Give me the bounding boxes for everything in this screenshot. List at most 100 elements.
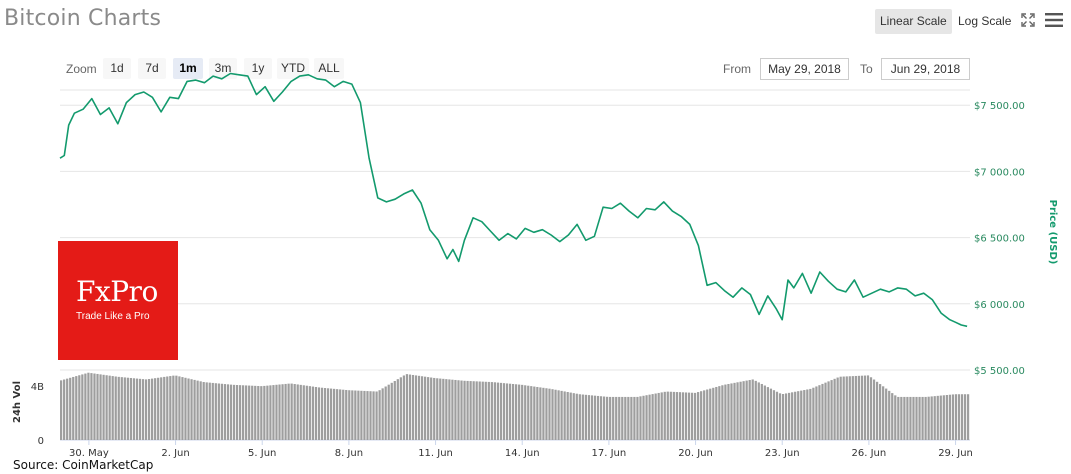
volume-bar xyxy=(654,393,657,440)
volume-bar xyxy=(384,386,387,440)
page-title: Bitcoin Charts xyxy=(4,6,162,31)
from-date-input[interactable]: May 29, 2018 xyxy=(760,58,849,80)
volume-bar xyxy=(135,378,139,440)
volume-bar xyxy=(211,382,214,440)
volume-bar xyxy=(411,374,415,440)
volume-bar xyxy=(196,380,199,440)
volume-bar xyxy=(360,390,363,440)
volume-bar xyxy=(502,383,506,440)
volume-bar xyxy=(369,391,372,440)
volume-bar xyxy=(651,394,654,440)
volume-bar xyxy=(381,388,384,440)
volume-bar xyxy=(345,389,348,440)
volume-bar xyxy=(866,375,870,440)
volume-bar xyxy=(639,396,642,440)
volume-bar xyxy=(812,387,815,440)
volume-bar xyxy=(703,390,706,440)
zoom-7d-button[interactable]: 7d xyxy=(138,58,166,79)
linear-scale-button[interactable]: Linear Scale xyxy=(875,9,952,34)
volume-bar xyxy=(748,380,751,440)
volume-bar xyxy=(223,384,227,440)
volume-bar xyxy=(778,393,782,440)
date-tick-label: 29. Jun xyxy=(938,448,973,459)
volume-bar xyxy=(633,396,636,440)
volume-bar xyxy=(424,376,427,440)
volume-bar xyxy=(487,381,490,440)
volume-bar xyxy=(157,377,160,440)
volume-axis: 0 4B xyxy=(31,382,44,447)
volume-bar xyxy=(405,374,409,440)
volume-bar xyxy=(430,377,433,440)
volume-bar xyxy=(700,391,703,440)
volume-bar xyxy=(357,390,360,440)
volume-bar xyxy=(815,386,818,440)
volume-bar xyxy=(800,390,803,440)
price-tick-label: $6 500.00 xyxy=(974,234,1025,245)
volume-bar xyxy=(842,376,845,440)
volume-bar xyxy=(624,396,627,440)
volume-bar xyxy=(863,375,867,440)
volume-bar xyxy=(515,384,518,440)
volume-bar xyxy=(618,396,621,440)
log-scale-button[interactable]: Log Scale xyxy=(958,14,1012,28)
volume-bar xyxy=(408,374,412,440)
price-series-line xyxy=(59,72,968,328)
volume-bar xyxy=(333,388,336,440)
volume-bar xyxy=(154,378,157,440)
volume-bar xyxy=(630,396,633,440)
volume-bar xyxy=(305,385,308,440)
to-date-input[interactable]: Jun 29, 2018 xyxy=(881,58,970,80)
volume-bar xyxy=(891,393,894,440)
zoom-all-button[interactable]: ALL xyxy=(314,58,344,79)
volume-bar xyxy=(120,377,123,440)
volume-bar xyxy=(442,378,445,440)
date-tick-label: 20. Jun xyxy=(678,448,713,459)
volume-bar xyxy=(830,380,833,440)
volume-bar xyxy=(875,381,879,440)
volume-bar xyxy=(117,376,120,440)
volume-bar xyxy=(827,381,830,440)
volume-axis-title: 24h Vol xyxy=(12,381,23,423)
volume-bar xyxy=(602,396,606,440)
volume-bar xyxy=(511,383,515,440)
volume-bar xyxy=(375,391,378,440)
fxpro-ad-banner[interactable]: FxPro Trade Like a Pro xyxy=(58,241,178,360)
volume-bar xyxy=(954,394,958,440)
volume-bar xyxy=(951,394,955,440)
volume-bar xyxy=(242,385,245,440)
volume-bar xyxy=(208,382,211,440)
volume-tick-label: 4B xyxy=(31,382,44,393)
volume-bar xyxy=(693,392,697,440)
volume-bar xyxy=(505,383,509,440)
volume-bar xyxy=(111,376,114,440)
volume-bar xyxy=(138,378,142,440)
volume-bar xyxy=(190,379,193,440)
volume-bar xyxy=(663,391,666,440)
volume-bar xyxy=(372,391,375,440)
volume-bar xyxy=(251,385,254,440)
volume-bar xyxy=(784,393,788,440)
volume-bar xyxy=(484,381,487,440)
zoom-1y-button[interactable]: 1y xyxy=(244,58,272,79)
volume-bar xyxy=(393,380,396,440)
volume-bar xyxy=(936,395,939,440)
volume-bar xyxy=(760,383,763,440)
fxpro-tagline: Trade Like a Pro xyxy=(76,311,150,322)
zoom-1d-button[interactable]: 1d xyxy=(103,58,131,79)
zoom-1m-button[interactable]: 1m xyxy=(173,58,203,79)
volume-bar xyxy=(238,385,242,440)
volume-bar xyxy=(329,388,333,440)
price-tick-label: $6 000.00 xyxy=(974,300,1025,311)
date-tick-label: 23. Jun xyxy=(765,448,800,459)
volume-bar xyxy=(496,382,500,440)
menu-icon[interactable] xyxy=(1045,12,1063,28)
volume-bar xyxy=(87,372,90,440)
zoom-ytd-button[interactable]: YTD xyxy=(277,58,309,79)
volume-bar xyxy=(348,390,351,440)
volume-bar xyxy=(260,386,263,440)
volume-bar xyxy=(797,391,800,440)
fullscreen-icon[interactable] xyxy=(1020,12,1036,28)
volume-bar xyxy=(557,390,560,440)
volume-bar xyxy=(402,375,405,440)
